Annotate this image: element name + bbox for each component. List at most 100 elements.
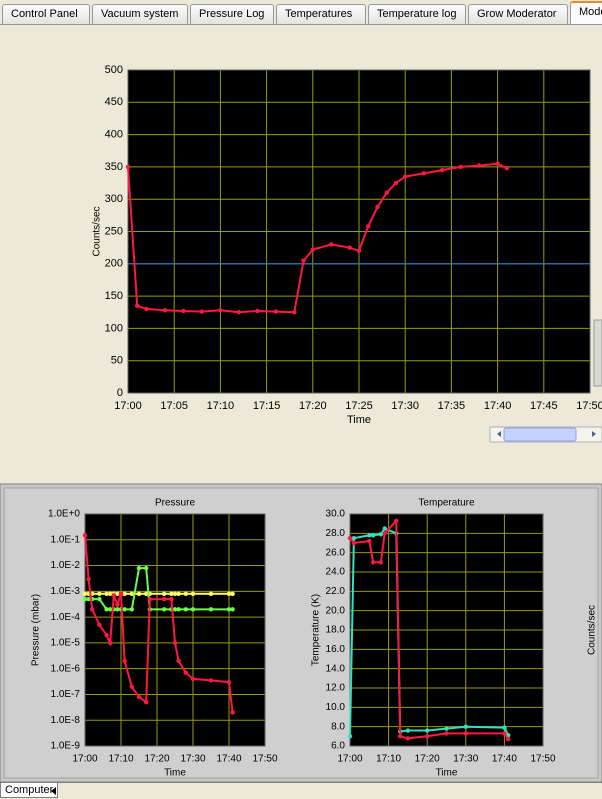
scroll-thumb[interactable]: [503, 427, 577, 442]
data-point: [382, 526, 387, 531]
data-point: [458, 164, 463, 170]
taskbar: Computer: [0, 782, 602, 799]
y-tick-label: 6.0: [331, 741, 345, 752]
tab[interactable]: Pressure Log: [190, 4, 274, 24]
data-point: [82, 591, 88, 597]
data-point: [86, 596, 91, 602]
x-tick-label: 17:05: [160, 400, 188, 412]
x-tick-label: 17:30: [453, 754, 478, 765]
data-point: [135, 303, 140, 308]
data-point: [439, 167, 445, 173]
y-tick-label: 1.0E+0: [48, 509, 80, 520]
x-tick-label: 17:30: [391, 400, 419, 412]
y-tick-label: 18.0: [326, 625, 346, 636]
y-tick-label: 28.0: [326, 528, 346, 539]
data-point: [176, 591, 181, 597]
data-point: [351, 535, 357, 541]
x-tick-label: 17:25: [345, 400, 373, 412]
y-tick-label: 1.0E-2: [51, 560, 81, 571]
data-point: [208, 678, 214, 683]
data-point: [115, 607, 120, 612]
data-point: [463, 731, 468, 736]
chart-title: Pressure: [155, 498, 195, 509]
data-point: [405, 728, 411, 733]
data-point: [504, 165, 510, 171]
data-point: [208, 591, 214, 597]
x-tick-label: 17:50: [252, 754, 277, 765]
data-point: [230, 607, 235, 612]
data-point: [136, 694, 142, 700]
tab[interactable]: Vacuum system: [92, 4, 188, 24]
y-tick-label: 450: [105, 96, 123, 108]
data-point: [255, 308, 260, 314]
data-point: [144, 700, 149, 705]
y-tick-label: 30.0: [326, 509, 346, 520]
y-tick-label: 200: [105, 258, 123, 270]
data-point: [129, 684, 134, 689]
x-tick-label: 17:00: [114, 400, 142, 412]
x-tick-label: 17:20: [299, 400, 327, 412]
data-point: [162, 308, 168, 313]
y-tick-label: 1.0E-1: [51, 534, 81, 545]
plot-area: [85, 514, 265, 746]
y-tick-label: 100: [105, 322, 123, 334]
data-point: [108, 591, 113, 597]
data-point: [136, 591, 142, 597]
x-tick-label: 17:40: [492, 754, 517, 765]
taskbar-arrow[interactable]: [48, 784, 60, 798]
data-point: [115, 591, 120, 597]
y-tick-label: 10.0: [326, 702, 346, 713]
scroll-right[interactable]: [592, 431, 596, 437]
data-point: [425, 734, 430, 739]
data-point: [367, 538, 372, 544]
y-tick-label: 150: [105, 290, 123, 302]
data-point: [421, 171, 426, 176]
data-point: [108, 607, 113, 612]
data-point: [502, 731, 507, 736]
tab[interactable]: Grow Moderator: [468, 4, 568, 24]
y-tick-label: 8.0: [331, 721, 345, 732]
data-point: [144, 306, 149, 312]
y-tick-label: 1.0E-4: [51, 612, 81, 623]
tab-selected[interactable]: Mode: [570, 1, 602, 25]
data-point: [104, 632, 109, 638]
x-tick-label: 17:00: [72, 754, 97, 765]
data-point: [97, 622, 102, 628]
x-tick-label: 17:10: [108, 754, 133, 765]
data-point: [136, 565, 142, 571]
x-tick-label: 17:30: [180, 754, 205, 765]
plot-frame: [349, 513, 544, 747]
data-point: [226, 591, 232, 597]
data-point: [463, 724, 468, 729]
tab[interactable]: Control Panel: [2, 4, 90, 24]
data-point: [444, 731, 449, 736]
taskbar-tab[interactable]: Computer: [0, 783, 59, 798]
scrollbar[interactable]: [489, 426, 602, 443]
data-point: [104, 607, 109, 612]
x-tick-label: 17:15: [253, 400, 281, 412]
data-point: [118, 591, 124, 597]
data-point: [169, 596, 174, 602]
tab[interactable]: Temperatures: [276, 4, 366, 24]
data-point: [162, 596, 167, 602]
scroll-left[interactable]: [497, 431, 501, 437]
data-point: [292, 310, 297, 315]
x-tick-label: 17:20: [144, 754, 169, 765]
data-point: [183, 607, 188, 612]
data-point: [125, 164, 131, 170]
data-point: [226, 679, 232, 685]
data-point: [236, 310, 242, 315]
data-point: [393, 180, 399, 186]
y-tick-label: 0: [117, 387, 123, 399]
data-point: [97, 596, 102, 602]
plot-frame: [127, 69, 591, 394]
tab[interactable]: Temperature log: [368, 4, 466, 24]
data-point: [183, 591, 188, 597]
x-tick-label: 17:50: [576, 400, 602, 412]
charts: Counts/sec 0 50 100 150 200 250 300 350 400 450 50…: [0, 64, 602, 782]
y-tick-label: 350: [105, 161, 123, 173]
x-axis-label: Time: [164, 768, 186, 779]
x-tick-label: 17:10: [207, 400, 235, 412]
data-point: [111, 593, 117, 598]
